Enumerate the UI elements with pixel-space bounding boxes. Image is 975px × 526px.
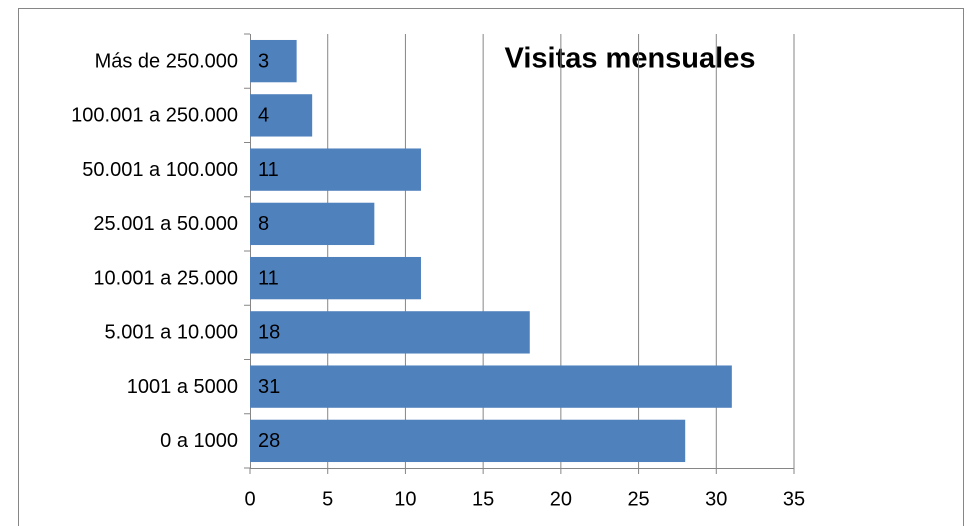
data-label: 4 [258,105,269,127]
data-label: 3 [258,50,269,72]
y-tick-label: 0 a 1000 [160,430,238,452]
bar [250,94,313,137]
bar [250,419,686,463]
data-label: 8 [258,213,269,235]
data-label: 31 [258,376,280,398]
y-tick-label: 5.001 a 10.000 [105,322,238,344]
chart-border [18,8,964,526]
bar [250,311,530,354]
y-tick-label: 10.001 a 25.000 [93,267,238,289]
y-tick-label: 100.001 a 250.000 [71,105,238,127]
bar [250,256,421,300]
y-tick-label: 1001 a 5000 [127,376,238,398]
x-tick-label: 20 [550,488,572,510]
x-tick-label: 35 [783,488,805,510]
x-tick-label: 0 [244,488,255,510]
chart-title: Visitas mensuales [505,43,756,75]
x-tick-label: 5 [322,488,333,510]
data-label: 18 [258,322,280,344]
data-label: 11 [258,159,279,181]
y-tick-label: 50.001 a 100.000 [82,159,238,181]
x-tick-label: 30 [705,488,727,510]
bar [250,148,421,191]
x-tick-label: 25 [627,488,649,510]
y-tick-label: Más de 250.000 [95,50,238,72]
x-tick-label: 15 [472,488,494,510]
data-label: 11 [258,267,279,289]
data-label: 28 [258,430,280,452]
y-tick-label: 25.001 a 50.000 [93,213,238,235]
bar [250,365,732,408]
x-tick-label: 10 [394,488,416,510]
bar [250,202,375,246]
bar [250,39,297,83]
